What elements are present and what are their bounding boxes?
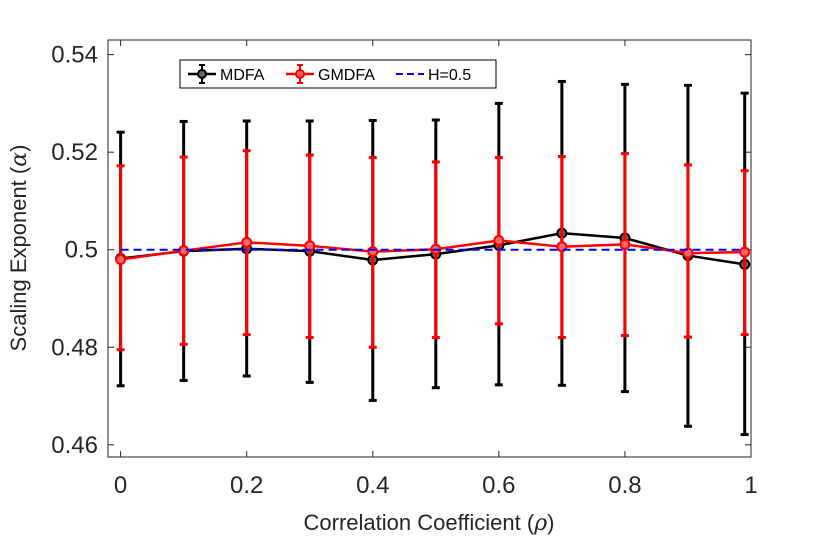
legend-swatch [286, 64, 314, 84]
x-tick-label: 0.4 [356, 472, 389, 499]
gmdfa-point [682, 247, 694, 259]
series-mdfa [115, 79, 751, 437]
x-tick-label: 0 [114, 472, 127, 499]
x-tick-label: 1 [744, 472, 757, 499]
y-tick-label: 0.46 [51, 432, 98, 459]
x-tick-label: 0.6 [482, 472, 515, 499]
legend-label: H=0.5 [428, 67, 471, 84]
legend-swatch [188, 64, 216, 84]
plot-area-frame [107, 39, 752, 458]
x-axis-label-text: Correlation Coefficient [304, 510, 521, 535]
gmdfa-point [241, 236, 253, 248]
y-tick-label: 0.52 [51, 139, 98, 166]
legend: MDFA GMDFA H=0.5 [179, 59, 497, 89]
series-layer [115, 79, 751, 437]
x-axis-ticks: 0 0.2 0.4 0.6 0.8 1 [114, 40, 758, 499]
legend-label: GMDFA [318, 67, 375, 84]
y-tick-label: 0.54 [51, 42, 98, 69]
legend-box [179, 59, 497, 89]
x-axis-label-symbol: ρ [533, 511, 547, 536]
x-axis-label: Correlation Coefficient (ρ) [304, 510, 555, 536]
legend-item-h-0-5: H=0.5 [396, 67, 471, 84]
y-axis-ticks: 0.46 0.48 0.5 0.52 0.54 [51, 42, 751, 459]
gmdfa-point [739, 246, 751, 258]
gmdfa-point [367, 246, 379, 258]
y-axis-label: Scaling Exponent (α) [6, 145, 32, 352]
gmdfa-point [493, 234, 505, 246]
gmdfa-point [115, 253, 127, 265]
y-axis-label-symbol: α [7, 152, 32, 167]
y-tick-label: 0.48 [51, 334, 98, 361]
legend-label: MDFA [220, 67, 265, 84]
legend-item-gmdfa: GMDFA [286, 64, 375, 84]
x-tick-label: 0.2 [230, 472, 263, 499]
gmdfa-point [619, 238, 631, 250]
series-gmdfa [115, 149, 751, 352]
legend-item-mdfa: MDFA [188, 64, 265, 84]
y-axis-label-text: Scaling Exponent [6, 180, 31, 351]
y-tick-label: 0.5 [65, 237, 98, 264]
x-tick-label: 0.8 [608, 472, 641, 499]
